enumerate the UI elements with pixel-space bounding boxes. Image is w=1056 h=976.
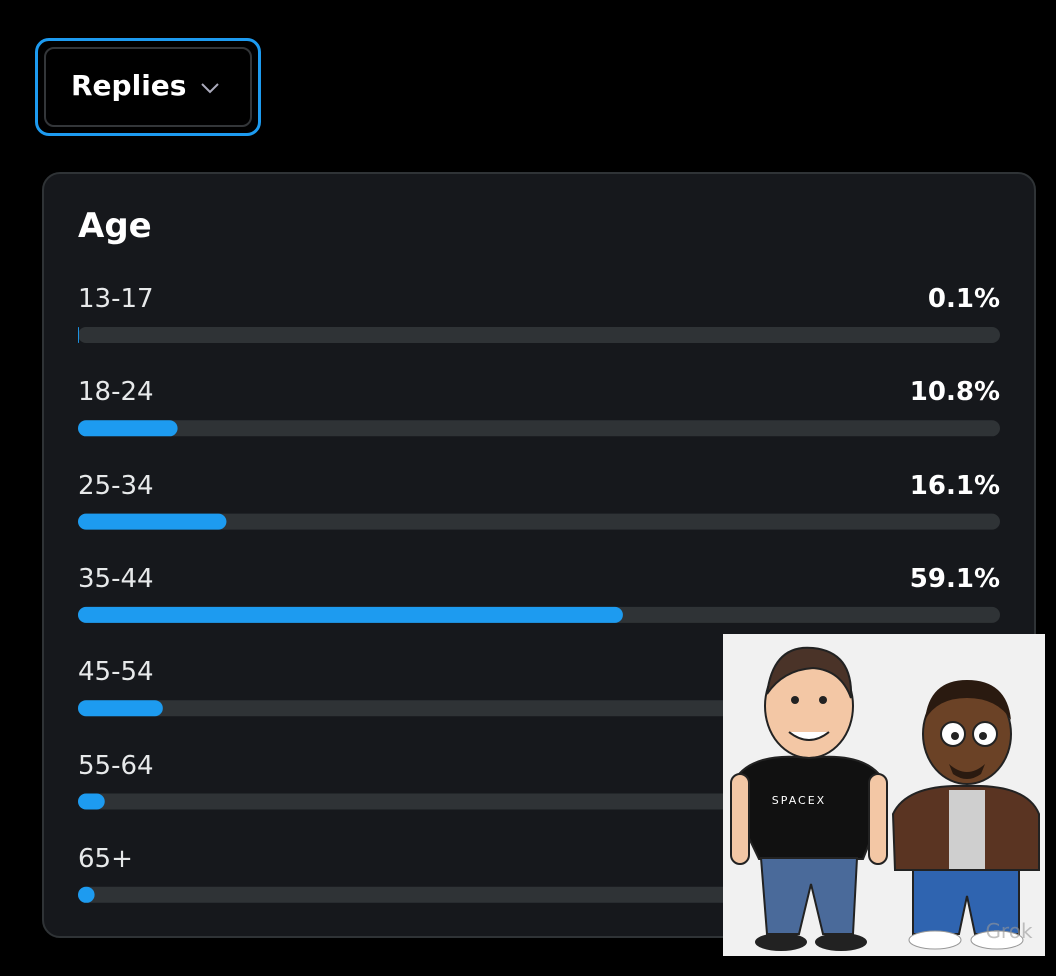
bar-track [78, 327, 1000, 343]
shirt-text: SPACEX [772, 794, 826, 807]
row-label: 45-54 [78, 657, 154, 688]
dropdown[interactable]: Replies [35, 38, 261, 136]
row-value: 16.1% [909, 470, 1000, 501]
row-value: 10.8% [909, 377, 1000, 408]
row-value: 0.1% [927, 284, 1000, 314]
bar-track [78, 513, 1000, 530]
row-label: 18-24 [78, 377, 154, 408]
dropdown-label: Replies [71, 69, 187, 102]
row-label: 65+ [78, 843, 133, 874]
bar-track [78, 420, 1000, 437]
chevron [201, 83, 219, 94]
bar [78, 700, 163, 717]
bar [78, 606, 623, 623]
row-label: 25-34 [78, 470, 154, 501]
bar [78, 886, 95, 903]
row-label: 35-44 [78, 563, 154, 594]
bar [78, 793, 105, 810]
bar [78, 513, 227, 530]
row-label: 55-64 [78, 750, 154, 781]
row-value: 59.1% [909, 563, 1000, 594]
row-label: 13-17 [78, 284, 154, 314]
watermark: Grok [985, 919, 1033, 943]
dropdown-inner [44, 47, 252, 127]
card-title: Age [78, 206, 152, 246]
cartoon-image: SPACEX Grok [723, 634, 1045, 956]
bar [78, 327, 79, 343]
bar [78, 420, 178, 437]
